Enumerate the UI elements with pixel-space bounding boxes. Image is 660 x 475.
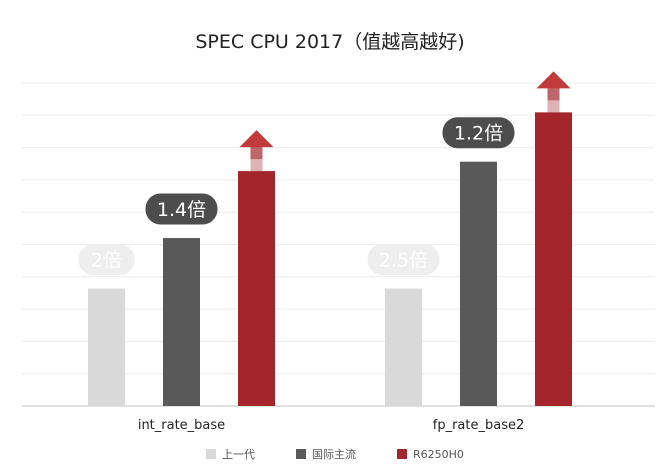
legend-swatch [206, 449, 216, 459]
legend-label: R6250H0 [413, 448, 464, 461]
legend-label: 上一代 [222, 448, 255, 461]
up-arrow-icon [536, 71, 571, 113]
chart-title: SPEC CPU 2017（值越高越好) [195, 31, 464, 53]
up-arrow-icon [239, 130, 274, 172]
legend-swatch [397, 449, 407, 459]
value-annotations: 2倍 1.4倍 2.5倍 1.2倍 [78, 117, 515, 276]
x-tick-label: fp_rate_base2 [433, 418, 525, 433]
annotation-label: 2倍 [91, 250, 122, 272]
x-tick-label: int_rate_base [138, 418, 225, 433]
annotation-pill [442, 117, 515, 149]
bars [88, 71, 572, 406]
bar-r6250h0-int [238, 171, 275, 406]
bar-r6250h0-fp [535, 112, 572, 406]
annotation-label: 1.2倍 [454, 123, 503, 145]
x-axis-labels: int_rate_base fp_rate_base2 [138, 418, 524, 433]
bar-mainstream-fp [460, 161, 497, 406]
bar-previous-gen-fp [385, 288, 422, 406]
annotation-pill [145, 193, 218, 225]
bar-previous-gen-int [88, 288, 125, 406]
annotation-pill [78, 244, 135, 276]
legend: 上一代 国际主流 R6250H0 [206, 447, 464, 461]
annotation-pill [367, 244, 440, 276]
legend-swatch [296, 449, 306, 459]
bar-mainstream-int [163, 238, 200, 406]
annotation-label: 1.4倍 [157, 199, 206, 221]
annotation-label: 2.5倍 [379, 250, 428, 272]
legend-label: 国际主流 [312, 447, 356, 461]
